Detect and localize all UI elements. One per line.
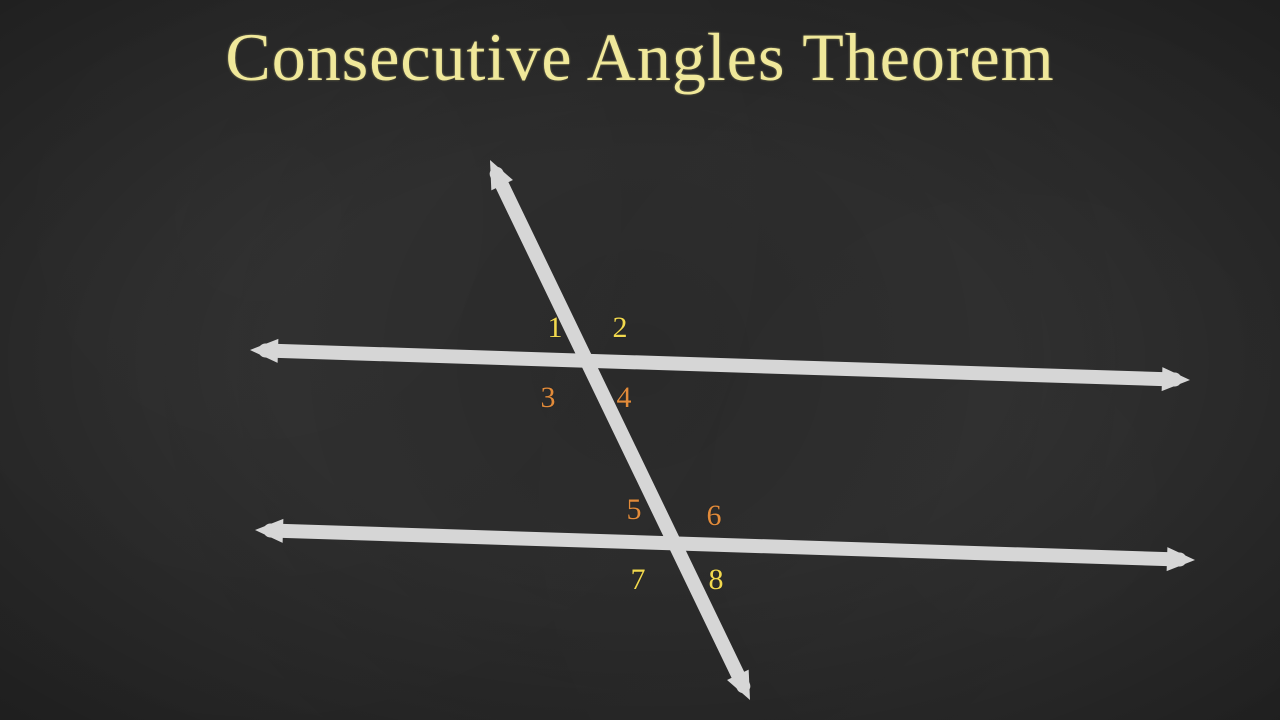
angle-label-2: 2 [613, 311, 628, 345]
angle-label-1: 1 [548, 311, 563, 345]
parallel-line-1-arrowhead [1162, 367, 1190, 391]
angle-label-5: 5 [627, 493, 642, 527]
parallel-line-2-arrowhead [255, 519, 283, 543]
angle-label-6: 6 [707, 499, 722, 533]
angle-label-3: 3 [541, 381, 556, 415]
angle-label-7: 7 [631, 563, 646, 597]
parallel-line-2-arrowhead [1167, 547, 1195, 571]
parallel-line-1-arrowhead [250, 339, 278, 363]
transversal-line [497, 174, 744, 686]
parallel-line-2 [270, 530, 1179, 559]
angles-diagram [0, 0, 1280, 720]
parallel-line-1 [265, 350, 1174, 379]
angle-label-8: 8 [709, 563, 724, 597]
angle-label-4: 4 [617, 381, 632, 415]
